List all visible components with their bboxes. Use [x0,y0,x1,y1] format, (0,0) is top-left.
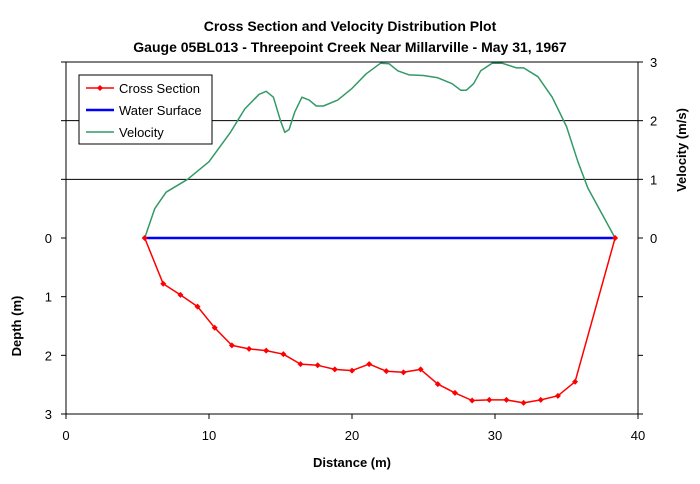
cross-section-point [211,324,218,331]
cross-section-point [331,366,338,373]
x-tick-label: 40 [631,428,645,443]
x-tick-label: 10 [202,428,216,443]
cross-section-point [263,347,270,354]
cross-section-point [503,396,510,403]
depth-tick-label: 0 [45,231,52,246]
series-velocity-line [143,62,616,239]
cross-section-point [486,396,493,403]
cross-section-point [177,291,184,298]
velocity-tick-label: 1 [650,172,657,187]
cross-section-point [469,397,476,404]
cross-section-point [400,369,407,376]
cross-section-point [434,381,441,388]
legend-label-cross-section: Cross Section [119,81,200,96]
chart-subtitle: Gauge 05BL013 - Threepoint Creek Near Mi… [133,39,567,55]
cross-section-point [537,396,544,403]
x-axis-label: Distance (m) [313,455,391,470]
legend-label-water-surface: Water Surface [119,103,202,118]
cross-section-point [141,235,148,241]
x-tick-label: 0 [62,428,69,443]
cross-section-point [383,368,390,375]
cross-section-point [451,389,458,396]
cross-section-point [246,345,253,352]
depth-tick-label: 2 [45,348,52,363]
cross-section-point [520,399,527,406]
tick-marks [61,61,643,419]
cross-section-point [160,280,167,287]
legend-marker [97,85,103,91]
cross-section-point [554,392,561,399]
depth-tick-label: 1 [45,290,52,305]
cross-section-point [297,361,304,368]
cross-section-point [349,367,355,374]
cross-section-point [572,378,579,385]
y-axis-label-right: Velocity (m/s) [674,108,689,192]
cross-section-point [194,303,201,310]
cross-section-point [366,361,373,368]
legend-label-velocity: Velocity [119,125,164,140]
cross-section-point [417,366,424,373]
legend: Cross Section Water Surface Velocity [78,74,213,145]
x-tick-label: 20 [345,428,359,443]
velocity-tick-label: 2 [650,114,657,129]
velocity-tick-label: 3 [650,55,657,70]
chart-title: Cross Section and Velocity Distribution … [204,18,497,34]
y-axis-label-left: Depth (m) [9,296,24,357]
cross-section-point [280,351,287,358]
cross-section-point [612,235,619,241]
series-cross-section-line [144,237,616,404]
x-tick-label: 30 [488,428,502,443]
velocity-tick-label: 0 [650,231,657,246]
cross-section-point [228,342,235,349]
cross-section-point [314,362,321,369]
series-layer [141,62,619,406]
depth-tick-label: 3 [45,407,52,422]
